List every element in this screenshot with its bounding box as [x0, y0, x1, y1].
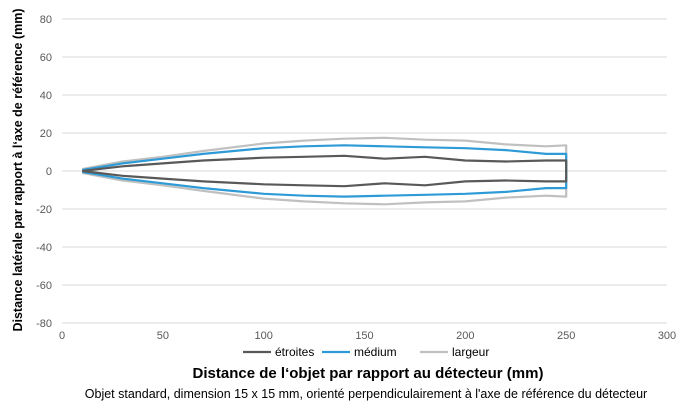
y-axis-label: Distance latérale par rapport à l‘axe de… — [11, 8, 25, 331]
y-tick-label: 40 — [40, 90, 52, 102]
series-lines — [81, 136, 568, 206]
y-axis-ticks: 80 60 40 20 0 -20 -40 -60 -80 — [36, 14, 52, 330]
x-axis-ticks: 0 50 100 150 200 250 300 — [59, 330, 676, 342]
x-tick-label: 300 — [658, 330, 676, 342]
legend: étroites médium largeur — [243, 345, 489, 359]
x-tick-label: 0 — [59, 330, 65, 342]
y-tick-label: -60 — [36, 280, 52, 292]
legend-label: médium — [354, 345, 397, 359]
x-axis-label: Distance de l‘objet par rapport au détec… — [193, 365, 544, 382]
x-tick-label: 50 — [157, 330, 169, 342]
y-tick-label: -80 — [36, 318, 52, 330]
x-tick-label: 200 — [456, 330, 474, 342]
legend-label: étroites — [275, 345, 314, 359]
chart-caption: Objet standard, dimension 15 x 15 mm, or… — [85, 387, 647, 401]
y-tick-label: 20 — [40, 128, 52, 140]
y-tick-label: 60 — [40, 52, 52, 64]
x-tick-label: 150 — [355, 330, 373, 342]
legend-label: largeur — [452, 345, 489, 359]
y-tick-label: -20 — [36, 204, 52, 216]
x-tick-label: 100 — [254, 330, 272, 342]
series-line-étroites — [82, 154, 568, 188]
gridlines — [62, 18, 667, 324]
y-tick-label: 80 — [40, 14, 52, 26]
x-tick-label: 250 — [557, 330, 575, 342]
y-tick-label: 0 — [46, 166, 52, 178]
y-tick-label: -40 — [36, 242, 52, 254]
